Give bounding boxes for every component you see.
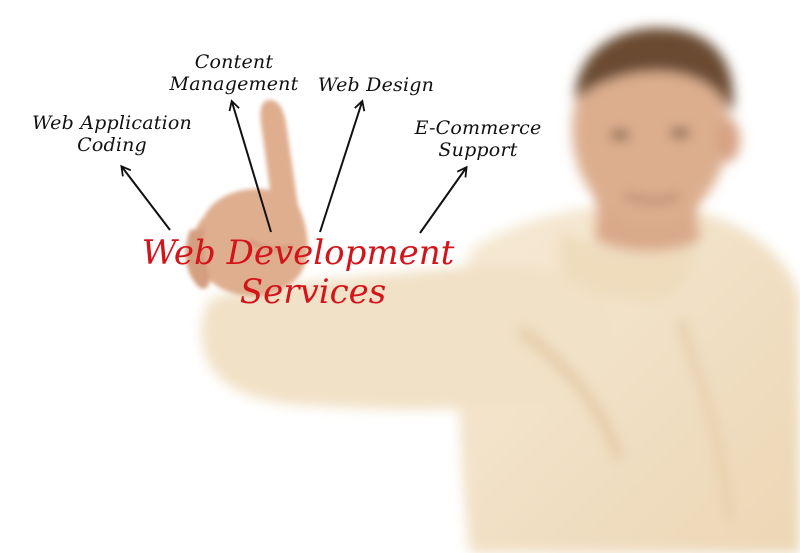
arrow-content — [228, 99, 272, 233]
branch-web-design: Web Design — [317, 74, 435, 97]
center-title-line2: Services — [239, 272, 387, 313]
branch-content-management: Content Management — [169, 51, 299, 96]
branch-label-line: Coding — [77, 133, 147, 156]
shirt-shape — [201, 204, 800, 553]
branch-label-line: Management — [169, 72, 299, 95]
head-shape — [572, 27, 740, 225]
branch-label-line: Support — [438, 138, 518, 161]
branch-ecommerce-support: E-Commerce Support — [414, 117, 542, 162]
center-title-line1: Web Development — [141, 233, 455, 273]
arrow-web-app — [120, 164, 171, 231]
branch-label-line: E-Commerce — [414, 117, 542, 139]
center-title: Web Development Services — [141, 233, 455, 313]
pointing-hand — [185, 100, 308, 297]
branch-label-line: Content — [194, 51, 274, 73]
branch-label-line: Web Application — [32, 112, 192, 134]
arrow-ecommerce — [419, 165, 468, 234]
arrow-web-design — [319, 99, 366, 233]
branch-label-line: Web Design — [317, 74, 435, 96]
branch-web-application-coding: Web Application Coding — [32, 112, 192, 157]
